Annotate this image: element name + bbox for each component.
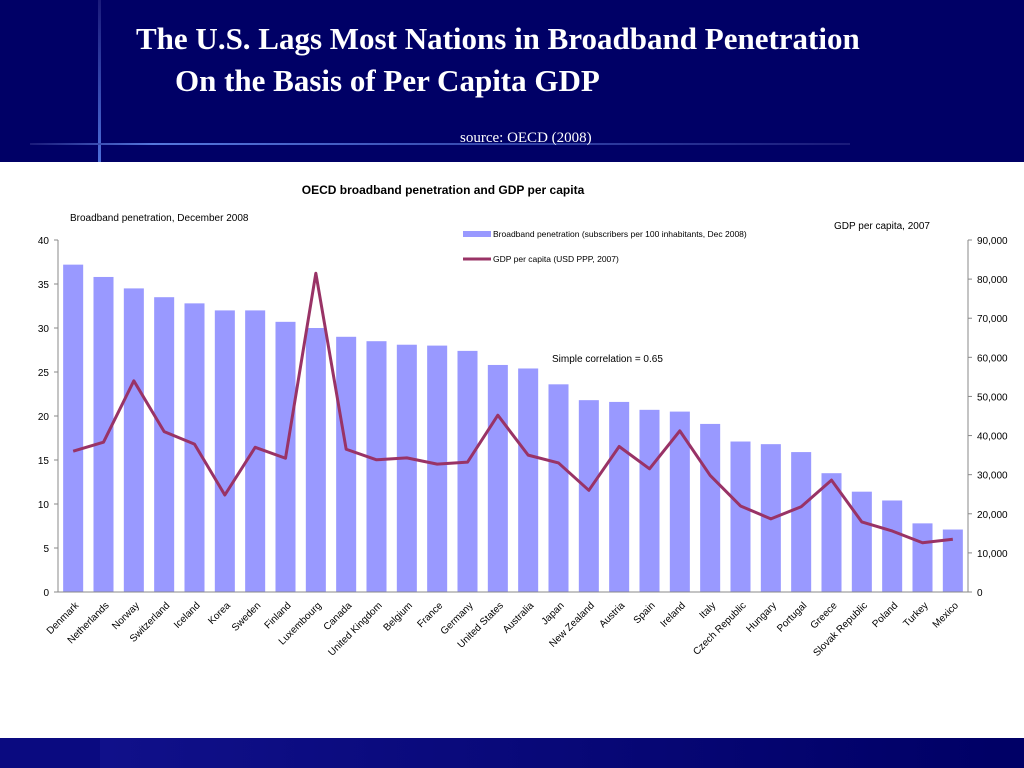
category-label: Korea: [206, 600, 233, 627]
bar-united-kingdom: [366, 341, 387, 592]
bar-poland: [882, 500, 903, 592]
right-tick-label: 50,000: [977, 392, 1008, 403]
gdp-line: [72, 271, 954, 545]
category-label: Ireland: [659, 600, 688, 629]
bar-korea: [214, 310, 235, 592]
category-label: Hungary: [744, 600, 779, 635]
right-tick-label: 70,000: [977, 314, 1008, 325]
bar-sweden: [245, 310, 266, 592]
slide-title-line2: On the Basis of Per Capita GDP: [175, 63, 600, 98]
bar-australia: [518, 368, 539, 592]
category-label: Italy: [698, 600, 719, 621]
bar-austria: [609, 401, 630, 592]
bar-norway: [123, 288, 144, 592]
right-tick-label: 30,000: [977, 471, 1008, 482]
category-label: Slovak Republic: [811, 600, 869, 658]
right-axis-label: GDP per capita, 2007: [834, 221, 930, 232]
category-label: United Kingdom: [327, 600, 385, 658]
left-tick-label: 0: [43, 588, 49, 599]
category-label: Poland: [870, 600, 900, 630]
chart-title: OECD broadband penetration and GDP per c…: [302, 183, 585, 197]
category-label: Sweden: [230, 600, 263, 633]
bar-ireland: [669, 411, 690, 592]
plot-area: 0 5 10 15 20 25 30 35 40 0 10,000 20,000 30,000 40,00…: [38, 236, 1008, 659]
slide-title-line1: The U.S. Lags Most Nations in Broadband …: [136, 21, 860, 56]
bar-germany: [457, 350, 478, 592]
left-tick-label: 30: [38, 324, 50, 335]
bar-portugal: [791, 452, 812, 592]
right-tick-label: 40,000: [977, 432, 1008, 443]
bar-belgium: [396, 344, 417, 592]
bar-slovak-republic: [851, 491, 872, 592]
category-label: Belgium: [382, 600, 415, 633]
bar-luxembourg: [305, 328, 326, 592]
bar-united-states: [487, 364, 508, 592]
bar-new-zealand: [578, 400, 599, 592]
bar-france: [427, 345, 448, 592]
right-tick-label: 90,000: [977, 236, 1008, 247]
left-tick-label: 40: [38, 236, 50, 247]
left-tick-label: 25: [38, 368, 50, 379]
right-tick-label: 80,000: [977, 275, 1008, 286]
left-axis-label: Broadband penetration, December 2008: [70, 213, 249, 224]
footer-decor-gradient: [100, 738, 1000, 768]
right-tick-label: 0: [977, 588, 983, 599]
footer-decor-block: [0, 738, 100, 768]
header-decor-horizontal-line: [30, 143, 850, 145]
bar-netherlands: [93, 276, 114, 592]
legend-bar-label: Broadband penetration (subscribers per 1…: [493, 229, 747, 239]
source-note: source: OECD (2008): [460, 130, 592, 146]
bar-czech-republic: [730, 441, 751, 592]
bar-italy: [700, 423, 721, 592]
right-tick-label: 20,000: [977, 510, 1008, 521]
left-tick-label: 15: [38, 456, 50, 467]
slide-footer: [0, 738, 1024, 768]
category-label: Portugal: [775, 600, 809, 634]
category-label: Austria: [598, 600, 628, 630]
bar-greece: [821, 473, 842, 592]
right-tick-label: 10,000: [977, 549, 1008, 560]
category-label: Mexico: [931, 600, 961, 630]
category-label: Australia: [501, 600, 537, 636]
bar-canada: [336, 336, 357, 592]
left-tick-label: 20: [38, 412, 50, 423]
category-label: Czech Republic: [691, 600, 748, 657]
category-label: Japan: [540, 600, 567, 627]
bar-switzerland: [154, 297, 175, 592]
bar-japan: [548, 384, 569, 592]
bar-denmark: [63, 264, 84, 592]
bar-iceland: [184, 303, 205, 592]
header-decor-vertical-line: [98, 0, 101, 162]
category-label: France: [416, 600, 446, 630]
left-tick-label: 35: [38, 280, 50, 291]
legend-bar-swatch: [463, 231, 491, 237]
correlation-annotation: Simple correlation = 0.65: [552, 354, 663, 365]
category-label: Iceland: [172, 600, 203, 631]
bar-spain: [639, 409, 660, 592]
legend-line-label: GDP per capita (USD PPP, 2007): [493, 254, 619, 264]
bar-turkey: [912, 523, 933, 592]
category-label: Spain: [632, 600, 658, 626]
combo-chart: OECD broadband penetration and GDP per c…: [38, 183, 1008, 659]
bar-mexico: [942, 529, 963, 592]
slide-header: The U.S. Lags Most Nations in Broadband …: [0, 0, 1024, 162]
legend: Broadband penetration (subscribers per 1…: [463, 229, 747, 264]
category-label: Turkey: [901, 600, 930, 629]
left-tick-label: 10: [38, 500, 50, 511]
right-tick-label: 60,000: [977, 353, 1008, 364]
left-tick-label: 5: [43, 544, 49, 555]
